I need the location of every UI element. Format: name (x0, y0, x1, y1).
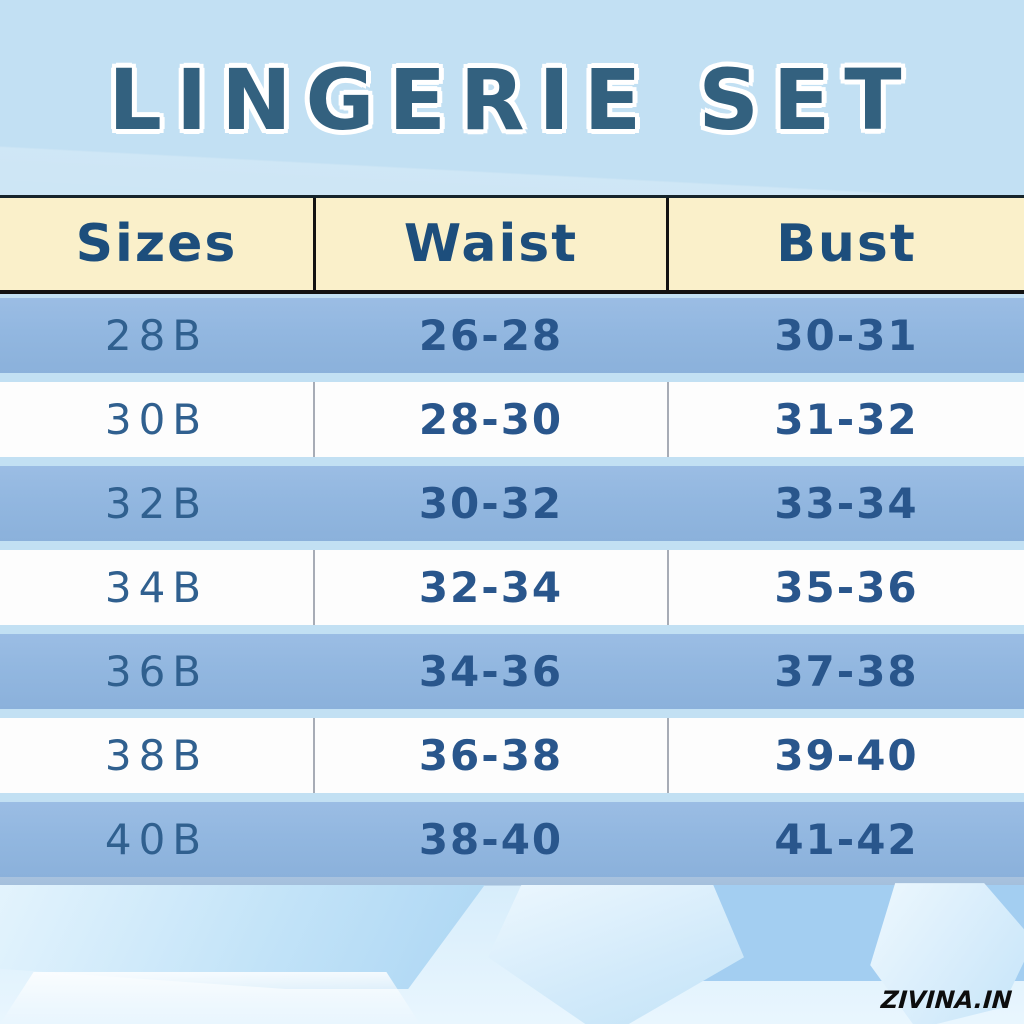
size-cell: 30B (104, 395, 209, 444)
size-table: Sizes Waist Bust 28B 26-28 30-31 30B 28-… (0, 195, 1024, 877)
size-cell: 28B (104, 311, 209, 360)
size-cell: 34B (104, 563, 209, 612)
waist-cell: 32-34 (313, 550, 669, 625)
brand-watermark: ZIVINA.IN (879, 986, 1013, 1014)
header-bust: Bust (776, 214, 917, 274)
waist-cell: 38-40 (418, 815, 564, 864)
table-row: 28B 26-28 30-31 (0, 298, 1024, 373)
hexagon-shape (488, 885, 744, 1024)
size-cell: 36B (104, 647, 209, 696)
footer-decoration (0, 877, 1024, 1024)
waist-cell: 28-30 (313, 382, 669, 457)
table-body: 28B 26-28 30-31 30B 28-30 31-32 32B 30-3… (0, 298, 1024, 886)
table-row: 34B 32-34 35-36 (0, 550, 1024, 625)
table-row: 36B 34-36 37-38 (0, 634, 1024, 709)
waist-cell: 26-28 (418, 311, 564, 360)
size-cell: 38B (104, 731, 209, 780)
header-waist: Waist (313, 198, 669, 290)
bust-cell: 31-32 (774, 395, 919, 444)
hexagon-glow (0, 972, 420, 1024)
bust-cell: 35-36 (774, 563, 919, 612)
page-title: LINGERIE SET (108, 51, 916, 149)
table-row: 38B 36-38 39-40 (0, 718, 1024, 793)
waist-cell: 30-32 (418, 479, 564, 528)
bust-cell: 41-42 (774, 815, 919, 864)
table-header-row: Sizes Waist Bust (0, 195, 1024, 294)
table-row: 40B 38-40 41-42 (0, 802, 1024, 877)
bust-cell: 33-34 (774, 479, 919, 528)
table-row: 30B 28-30 31-32 (0, 382, 1024, 457)
hexagon-shape (0, 885, 485, 989)
waist-cell: 36-38 (313, 718, 669, 793)
size-cell: 32B (104, 479, 209, 528)
bust-cell: 30-31 (774, 311, 919, 360)
bust-cell: 39-40 (774, 731, 919, 780)
bust-cell: 37-38 (774, 647, 919, 696)
header-sizes: Sizes (75, 214, 238, 274)
waist-cell: 34-36 (418, 647, 564, 696)
size-cell: 40B (104, 815, 209, 864)
table-row: 32B 30-32 33-34 (0, 466, 1024, 541)
